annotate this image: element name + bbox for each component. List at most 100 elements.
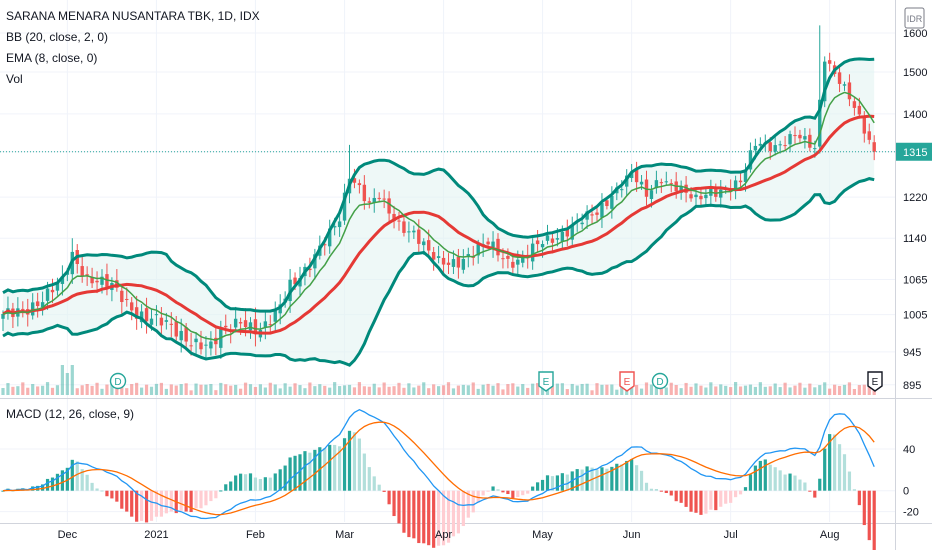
candle-body[interactable] bbox=[407, 231, 411, 233]
volume-legend[interactable]: Vol bbox=[6, 72, 23, 86]
candle-body[interactable] bbox=[837, 72, 842, 84]
candle-body[interactable] bbox=[684, 184, 688, 193]
candle-body[interactable] bbox=[535, 240, 540, 245]
candle-body[interactable] bbox=[629, 171, 634, 179]
currency-badge[interactable] bbox=[904, 7, 925, 29]
candle-body[interactable] bbox=[125, 298, 129, 300]
candle-body[interactable] bbox=[31, 302, 35, 316]
candle-body[interactable] bbox=[605, 200, 609, 207]
candle-body[interactable] bbox=[120, 290, 124, 303]
candle-body[interactable] bbox=[565, 228, 569, 237]
candle-body[interactable] bbox=[842, 84, 847, 86]
candle-body[interactable] bbox=[342, 192, 347, 221]
candle-body[interactable] bbox=[748, 150, 753, 170]
bollinger-legend[interactable]: BB (20, close, 2, 0) bbox=[6, 30, 109, 44]
candle-body[interactable] bbox=[476, 244, 480, 256]
candle-body[interactable] bbox=[669, 183, 673, 185]
candle-body[interactable] bbox=[362, 184, 367, 202]
candle-body[interactable] bbox=[649, 190, 654, 199]
candle-body[interactable] bbox=[550, 238, 555, 243]
candle-body[interactable] bbox=[694, 194, 698, 198]
candle-body[interactable] bbox=[159, 317, 164, 326]
candle-body[interactable] bbox=[620, 189, 624, 191]
candle-body[interactable] bbox=[580, 222, 584, 225]
candle-body[interactable] bbox=[90, 276, 94, 284]
candle-body[interactable] bbox=[224, 325, 228, 328]
macd-pane[interactable] bbox=[1, 408, 876, 550]
candle-body[interactable] bbox=[699, 195, 703, 200]
candle-body[interactable] bbox=[130, 302, 134, 311]
candle-body[interactable] bbox=[323, 244, 327, 246]
candle-body[interactable] bbox=[461, 258, 466, 270]
candle-body[interactable] bbox=[783, 145, 787, 147]
candle-body[interactable] bbox=[149, 318, 154, 325]
candle-body[interactable] bbox=[634, 169, 639, 183]
candle-body[interactable] bbox=[540, 244, 545, 248]
last-price-tag[interactable] bbox=[896, 142, 932, 161]
earnings-marker[interactable] bbox=[619, 371, 635, 392]
candle-body[interactable] bbox=[169, 323, 173, 325]
candle-body[interactable] bbox=[501, 258, 505, 260]
candle-body[interactable] bbox=[337, 221, 342, 228]
candle-body[interactable] bbox=[654, 180, 659, 189]
candle-body[interactable] bbox=[738, 180, 743, 183]
candle-body[interactable] bbox=[95, 280, 99, 283]
candle-body[interactable] bbox=[491, 241, 495, 248]
candle-body[interactable] bbox=[436, 256, 441, 258]
candle-body[interactable] bbox=[818, 99, 822, 147]
candle-body[interactable] bbox=[1, 313, 5, 319]
candle-body[interactable] bbox=[100, 276, 104, 285]
candle-body[interactable] bbox=[50, 289, 55, 293]
candle-body[interactable] bbox=[313, 254, 317, 269]
candle-body[interactable] bbox=[387, 198, 391, 214]
candle-body[interactable] bbox=[367, 201, 371, 203]
candle-body[interactable] bbox=[743, 169, 748, 183]
candle-body[interactable] bbox=[679, 186, 683, 193]
candle-body[interactable] bbox=[60, 276, 65, 284]
candle-body[interactable] bbox=[134, 307, 139, 319]
candle-body[interactable] bbox=[402, 221, 406, 233]
candle-body[interactable] bbox=[382, 198, 386, 200]
candle-body[interactable] bbox=[496, 238, 500, 256]
candle-body[interactable] bbox=[35, 301, 40, 307]
candle-body[interactable] bbox=[427, 240, 431, 251]
candle-body[interactable] bbox=[788, 134, 792, 145]
candle-body[interactable] bbox=[293, 277, 297, 285]
candle-body[interactable] bbox=[377, 197, 381, 199]
candle-body[interactable] bbox=[659, 182, 664, 184]
candle-body[interactable] bbox=[704, 194, 708, 199]
candle-body[interactable] bbox=[184, 327, 188, 342]
candle-body[interactable] bbox=[773, 145, 777, 152]
candle-body[interactable] bbox=[768, 142, 772, 152]
dividend-marker[interactable] bbox=[109, 372, 127, 390]
earnings-marker[interactable] bbox=[867, 371, 883, 392]
candle-body[interactable] bbox=[808, 134, 812, 148]
candle-body[interactable] bbox=[714, 188, 718, 197]
candle-body[interactable] bbox=[570, 224, 574, 240]
candle-body[interactable] bbox=[590, 214, 594, 216]
candle-body[interactable] bbox=[506, 256, 510, 259]
candle-body[interactable] bbox=[199, 342, 203, 350]
candle-body[interactable] bbox=[85, 274, 89, 276]
candle-body[interactable] bbox=[689, 194, 693, 199]
candle-body[interactable] bbox=[719, 189, 723, 198]
candle-body[interactable] bbox=[595, 212, 599, 215]
candle-body[interactable] bbox=[456, 256, 461, 268]
candle-body[interactable] bbox=[412, 230, 416, 233]
candle-body[interactable] bbox=[55, 282, 60, 291]
candle-body[interactable] bbox=[273, 310, 277, 322]
candle-body[interactable] bbox=[451, 259, 456, 267]
candle-body[interactable] bbox=[308, 268, 312, 271]
candle-body[interactable] bbox=[154, 314, 159, 316]
earnings-marker[interactable] bbox=[538, 371, 554, 392]
symbol-title[interactable]: SARANA MENARA NUSANTARA TBK, 1D, IDX bbox=[6, 9, 260, 23]
candle-body[interactable] bbox=[238, 322, 243, 324]
candle-body[interactable] bbox=[139, 311, 144, 323]
candle-body[interactable] bbox=[511, 261, 515, 268]
candle-body[interactable] bbox=[466, 254, 470, 257]
candle-body[interactable] bbox=[164, 320, 169, 322]
candle-body[interactable] bbox=[446, 262, 451, 265]
candle-body[interactable] bbox=[204, 344, 208, 346]
candle-body[interactable] bbox=[253, 319, 258, 335]
